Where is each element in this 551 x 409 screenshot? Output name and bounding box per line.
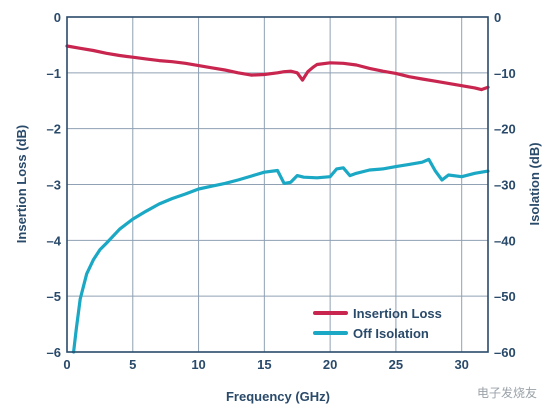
x-tick-label: 20: [323, 357, 337, 372]
y-tick-label: –1: [47, 66, 61, 81]
y-tick-label: –6: [47, 345, 61, 360]
y-tick-label: –4: [47, 233, 62, 248]
y-axis-title: Insertion Loss (dB): [14, 125, 29, 243]
y-tick-label: –5: [47, 289, 61, 304]
x-axis-title: Frequency (GHz): [226, 389, 330, 404]
grid: [67, 17, 488, 352]
legend-label-insertion-loss: Insertion Loss: [353, 306, 442, 321]
x-tick-label: 0: [63, 357, 70, 372]
y-tick-label: –3: [47, 178, 61, 193]
axes: [66, 16, 489, 353]
y2-tick-label: –40: [494, 233, 516, 248]
legend-label-off-isolation: Off Isolation: [353, 326, 429, 341]
y-tick-label: 0: [54, 10, 61, 25]
y2-tick-label: –50: [494, 289, 516, 304]
series-line-off-isolation: [71, 157, 490, 354]
watermark: 电子发烧友: [476, 386, 537, 400]
legend: Insertion Loss Off Isolation: [313, 306, 442, 341]
y-tick-label: –2: [47, 122, 61, 137]
x-tick-label: 10: [191, 357, 205, 372]
y2-axis-title: Isolation (dB): [527, 142, 542, 225]
x-tick-label: 30: [454, 357, 468, 372]
y2-tick-label: –20: [494, 122, 516, 137]
y2-tick-label: –30: [494, 178, 516, 193]
ticks: 0 5 10 15 20 25 300–1–2–3–4–5–60–10–20–30–40–5…: [47, 10, 516, 372]
y2-tick-label: –60: [494, 345, 516, 360]
y2-tick-label: 0: [494, 10, 501, 25]
plot-frame: [66, 16, 489, 353]
x-tick-label: 5: [129, 357, 136, 372]
x-tick-label: 15: [257, 357, 271, 372]
y2-tick-label: –10: [494, 66, 516, 81]
x-tick-label: 25: [389, 357, 403, 372]
series-line-insertion-loss: [65, 44, 490, 92]
series-layer: [65, 44, 490, 354]
